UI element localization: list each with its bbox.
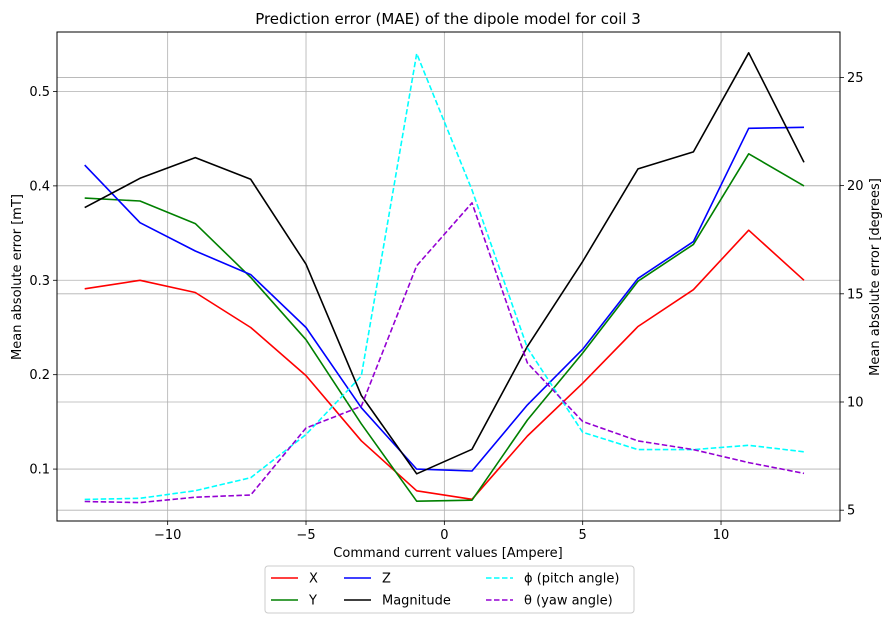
- y-axis-left: 0.1 0.2 0.3 0.4 0.5: [29, 85, 57, 478]
- series-line-y: [84, 153, 805, 503]
- y-right-tick-label: 5: [847, 504, 855, 519]
- x-tick-label: 5: [579, 528, 587, 543]
- x-tick-label: −5: [296, 528, 315, 543]
- series-line-z: [84, 126, 805, 472]
- y-left-tick-label: 0.3: [29, 274, 50, 289]
- series-line-ϕ: [84, 52, 805, 501]
- series-lines: [84, 51, 805, 504]
- legend-label: θ (yaw angle): [524, 594, 613, 609]
- x-axis: −10 −5 0 5 10: [154, 521, 729, 543]
- y-left-tick-label: 0.5: [29, 85, 50, 100]
- y-right-tick-label: 10: [847, 395, 864, 410]
- y-right-tick-label: 15: [847, 287, 864, 302]
- series-line-θ: [84, 202, 805, 504]
- legend-label: Magnitude: [382, 594, 451, 609]
- chart-title: Prediction error (MAE) of the dipole mod…: [255, 10, 641, 28]
- x-axis-label: Command current values [Ampere]: [333, 546, 562, 561]
- legend-label: Z: [382, 572, 391, 587]
- y-axis-label-right: Mean absolute error [degrees]: [868, 178, 883, 376]
- x-tick-label: 10: [713, 528, 730, 543]
- series-line-x: [84, 229, 805, 501]
- grid: [57, 32, 840, 521]
- x-tick-label: 0: [440, 528, 448, 543]
- y-left-tick-label: 0.4: [29, 179, 50, 194]
- series-line-magnitude: [84, 51, 805, 475]
- legend: XY Z Magnitude ϕ (pitch angle) θ (yaw angle): [264, 565, 635, 614]
- y-left-tick-label: 0.2: [29, 368, 50, 383]
- legend-label: ϕ (pitch angle): [524, 572, 619, 587]
- x-tick-label: −10: [154, 528, 181, 543]
- y-axis-right: 5 10 15 20 25: [840, 71, 864, 519]
- y-right-tick-label: 20: [847, 179, 864, 194]
- y-right-tick-label: 25: [847, 71, 864, 86]
- y-axis-label-left: Mean absolute error [mT]: [10, 194, 25, 360]
- plot-frame: [56, 31, 841, 522]
- y-left-tick-label: 0.1: [29, 463, 50, 478]
- legend-label: Y: [308, 594, 317, 609]
- legend-label: X: [309, 572, 318, 587]
